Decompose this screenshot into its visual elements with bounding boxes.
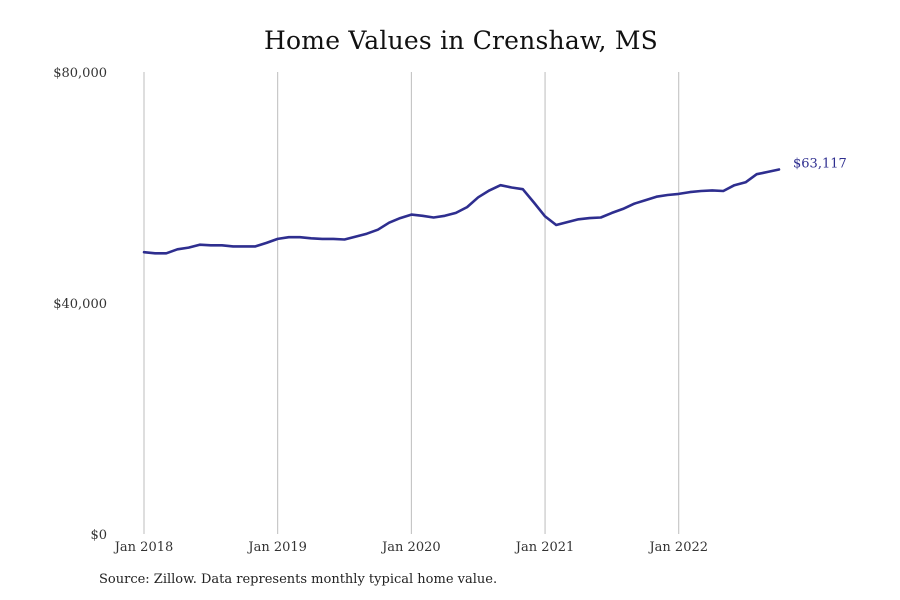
series-line — [142, 168, 781, 255]
x-axis-ticks: Jan 2018 Jan 2019 Jan 2020 Jan 2021 Jan 2022 — [113, 540, 708, 555]
x-tick-label: Jan 2019 — [246, 540, 307, 555]
annotations: $63,117 — [793, 156, 847, 171]
y-tick-label: $80,000 — [53, 66, 107, 81]
y-axis-ticks: $0 $40,000 $80,000 — [53, 66, 107, 543]
x-tick-label: Jan 2021 — [514, 540, 575, 555]
y-tick-label: $0 — [90, 528, 107, 543]
x-tick-label: Jan 2022 — [647, 540, 708, 555]
gridlines — [143, 72, 680, 534]
x-tick-label: Jan 2018 — [113, 540, 174, 555]
y-tick-label: $40,000 — [53, 297, 107, 312]
x-tick-label: Jan 2020 — [380, 540, 441, 555]
series-group — [142, 168, 781, 255]
end-value-label: $63,117 — [793, 156, 847, 171]
source-note: Source: Zillow. Data represents monthly … — [99, 572, 498, 587]
chart-title: Home Values in Crenshaw, MS — [264, 26, 658, 55]
